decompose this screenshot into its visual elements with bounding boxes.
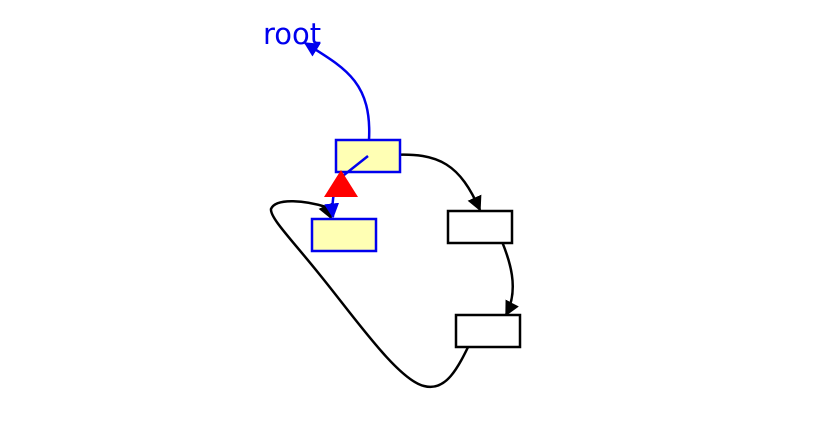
node-3-box <box>446 209 514 245</box>
edge-node1-to-root <box>303 41 371 141</box>
node-4-box <box>454 313 522 349</box>
root-label: root <box>263 17 321 51</box>
node-2-box <box>310 217 378 253</box>
node-1-box <box>334 138 402 174</box>
edge-node1-to-node3 <box>390 153 482 212</box>
red-triangle-marker <box>324 170 358 197</box>
edge-node4-to-node2 <box>269 200 473 389</box>
